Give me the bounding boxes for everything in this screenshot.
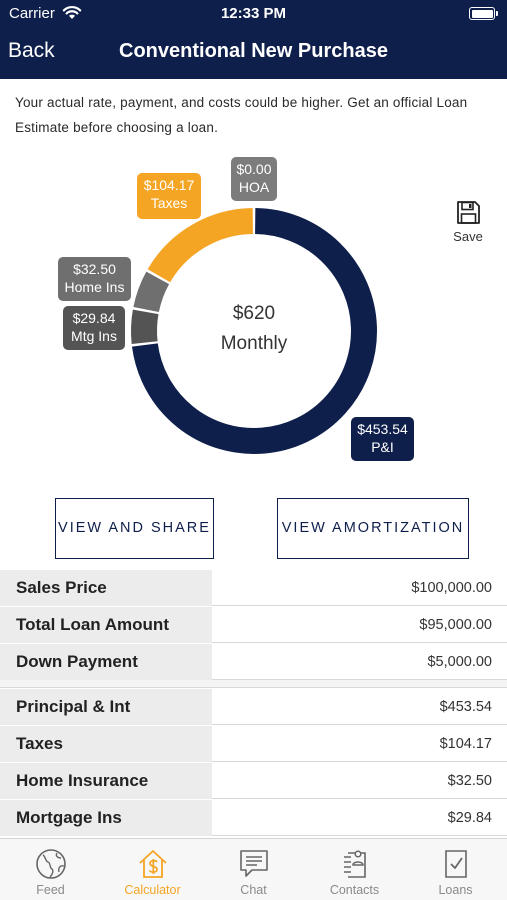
payment-donut-chart	[131, 208, 377, 454]
floppy-disk-icon	[456, 201, 480, 224]
tab-feed[interactable]: Feed	[0, 839, 101, 900]
tab-label: Chat	[240, 883, 267, 897]
row-value: $104.17	[439, 736, 492, 752]
tab-label: Contacts	[329, 883, 380, 897]
page-title: Conventional New Purchase	[119, 40, 388, 62]
tab-calculator[interactable]: Calculator	[102, 839, 203, 900]
home-ins-label: Home Ins	[64, 279, 125, 295]
view-and-share-button[interactable]: VIEW AND SHARE	[55, 498, 214, 559]
contact-card-icon	[343, 850, 366, 878]
tab-label: Loans	[438, 883, 473, 897]
globe-icon	[35, 849, 66, 879]
tab-label: Feed	[36, 883, 65, 897]
table-row: Down Payment $5,000.00	[0, 644, 507, 680]
taxes-label: Taxes	[150, 195, 188, 211]
row-value: $95,000.00	[419, 617, 492, 633]
save-label: Save	[453, 229, 483, 244]
taxes-tag: $104.17 Taxes	[137, 173, 201, 219]
hoa-amount: $0.00	[236, 161, 272, 177]
row-label: Sales Price	[0, 570, 212, 606]
tab-chat[interactable]: Chat	[203, 839, 304, 900]
pi-label: P&I	[371, 439, 394, 455]
tab-loans[interactable]: Loans	[405, 839, 506, 900]
donut-slice-mtgins	[131, 309, 159, 344]
table-row: Home Insurance $32.50	[0, 763, 507, 799]
row-label: Down Payment	[0, 644, 212, 680]
wifi-icon	[62, 6, 82, 19]
mtg-ins-tag: $29.84 Mtg Ins	[63, 306, 125, 350]
document-check-icon	[444, 850, 467, 878]
disclaimer-text: Your actual rate, payment, and costs cou…	[15, 95, 468, 135]
battery-icon	[469, 7, 498, 20]
table-row: Taxes $104.17	[0, 726, 507, 762]
taxes-amount: $104.17	[143, 177, 195, 193]
row-value: $453.54	[439, 699, 492, 715]
status-bar: Carrier 12:33 PM	[0, 0, 507, 28]
hoa-label: HOA	[238, 179, 270, 195]
tab-label: Calculator	[124, 883, 181, 897]
save-button[interactable]: Save	[448, 200, 488, 244]
row-value: $5,000.00	[427, 654, 492, 670]
back-button[interactable]: Back	[8, 39, 55, 62]
section-divider	[0, 680, 507, 688]
row-label: Total Loan Amount	[0, 607, 212, 643]
pi-amount: $453.54	[357, 421, 408, 437]
donut-slice-homeins	[133, 271, 170, 313]
chat-bubble-icon	[239, 850, 268, 877]
row-value: $100,000.00	[411, 580, 492, 596]
bottom-tab-bar: Feed Calculator Chat Contacts Loans	[0, 838, 507, 900]
row-value: $32.50	[447, 773, 492, 789]
monthly-total-amount: $620	[232, 303, 276, 324]
table-row: Sales Price $100,000.00	[0, 570, 507, 606]
table-row: Mortgage Ins $29.84	[0, 800, 507, 836]
donut-slice-pi	[132, 208, 377, 454]
row-label: Home Insurance	[0, 763, 212, 799]
home-ins-amount: $32.50	[73, 261, 116, 277]
app-header: Carrier 12:33 PM Back Conventional New P…	[0, 0, 507, 79]
mtg-ins-amount: $29.84	[72, 310, 116, 326]
table-row: Principal & Int $453.54	[0, 689, 507, 725]
pi-tag: $453.54 P&I	[351, 417, 414, 461]
donut-slice-taxes	[147, 208, 254, 283]
house-dollar-icon	[138, 850, 167, 878]
table-row: Total Loan Amount $95,000.00	[0, 607, 507, 643]
monthly-label: Monthly	[220, 333, 288, 354]
carrier-name: Carrier	[9, 5, 55, 22]
view-amortization-button[interactable]: VIEW AMORTIZATION	[277, 498, 469, 559]
row-value: $29.84	[447, 810, 492, 826]
row-label: Mortgage Ins	[0, 800, 212, 836]
row-label: Principal & Int	[0, 689, 212, 725]
mtg-ins-label: Mtg Ins	[71, 328, 117, 344]
row-label: Taxes	[0, 726, 212, 762]
status-time: 12:33 PM	[220, 5, 287, 22]
hoa-tag: $0.00 HOA	[231, 157, 277, 201]
home-ins-tag: $32.50 Home Ins	[58, 257, 131, 301]
tab-contacts[interactable]: Contacts	[304, 839, 405, 900]
